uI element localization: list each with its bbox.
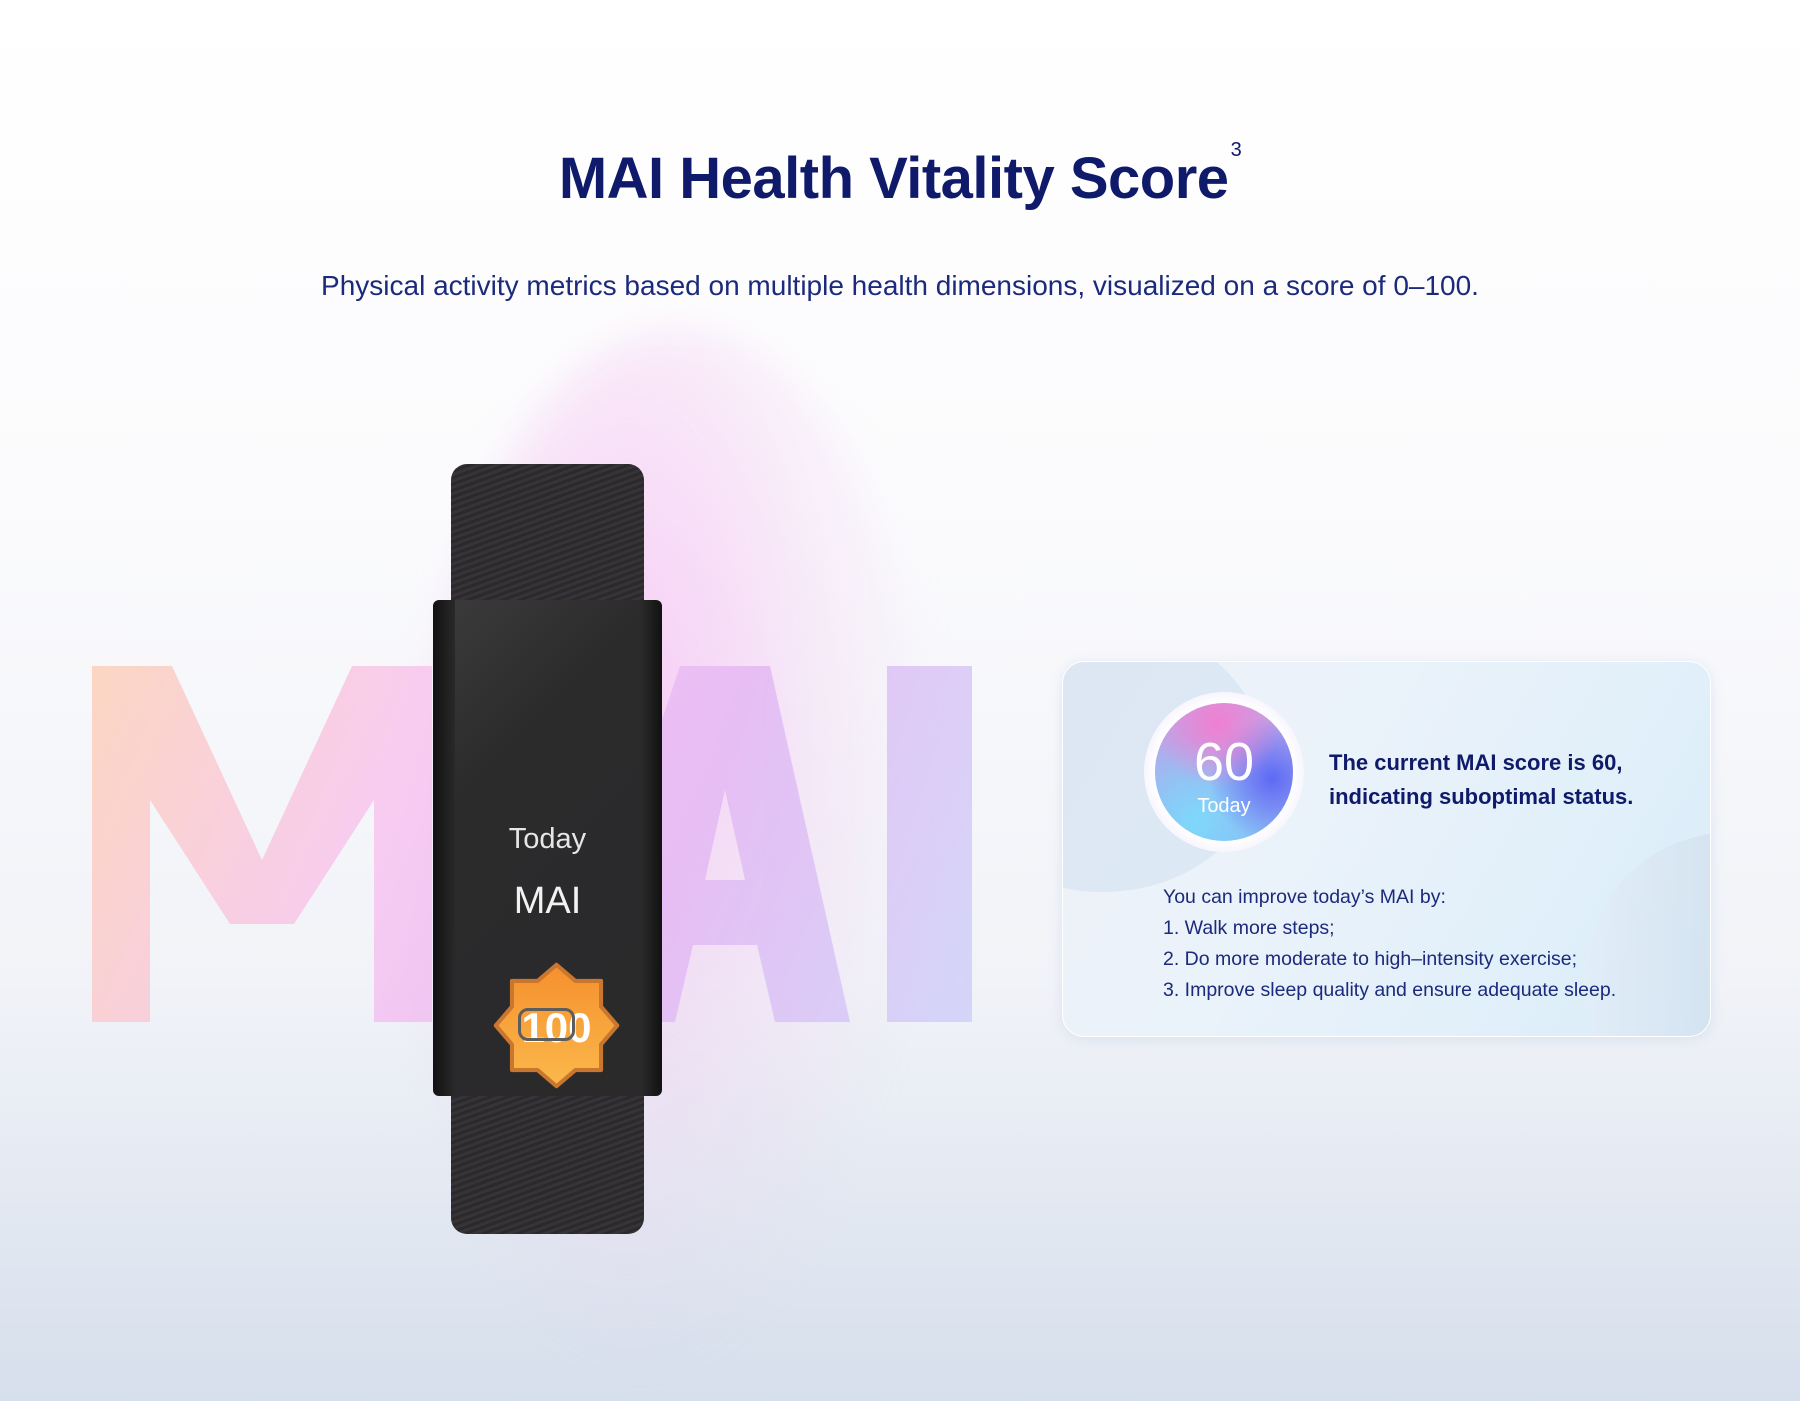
score-badge: 100	[489, 958, 624, 1093]
screen-today-label: Today	[508, 823, 587, 855]
tips-heading: You can improve today’s MAI by:	[1163, 886, 1446, 908]
status-text: The current MAI score is 60, indicating …	[1329, 746, 1633, 814]
band-strap-bottom	[451, 1084, 644, 1234]
band-touch-button[interactable]	[518, 1008, 575, 1041]
screen-mai-label: MAI	[513, 880, 582, 922]
title-text: MAI Health Vitality Score	[558, 146, 1229, 211]
score-orb: 60 Today	[1155, 703, 1293, 841]
score-ring: 60 Today	[1144, 692, 1304, 852]
page-subtitle: Physical activity metrics based on multi…	[321, 270, 1479, 301]
mai-score-card: 60 Today The current MAI score is 60, in…	[1062, 661, 1711, 1037]
tip-item: 2. Do more moderate to high–intensity ex…	[1163, 948, 1578, 970]
footnote-marker[interactable]: 3	[1230, 139, 1242, 161]
watermark-letter-i	[887, 666, 972, 1022]
band-screen: Today MAI 100	[455, 600, 640, 1096]
status-line: The current MAI score is 60,	[1329, 750, 1623, 775]
watermark-letter-m	[92, 666, 432, 1022]
page-title: MAI Health Vitality Score 3	[0, 139, 1800, 212]
card-score: 60	[1193, 732, 1255, 792]
band-body: Today MAI 100	[433, 600, 662, 1096]
tips-list: You can improve today’s MAI by: 1. Walk …	[1163, 882, 1616, 1006]
band-strap-top	[451, 464, 644, 614]
star-badge-icon	[493, 962, 620, 1089]
card-score-label: Today	[1197, 795, 1251, 817]
fitness-band: Today MAI 100	[433, 464, 662, 1234]
tip-item: 1. Walk more steps;	[1163, 917, 1335, 939]
screen-score: 100	[521, 1004, 592, 1051]
tip-item: 3. Improve sleep quality and ensure adeq…	[1163, 979, 1617, 1001]
status-line: indicating suboptimal status.	[1329, 784, 1634, 809]
